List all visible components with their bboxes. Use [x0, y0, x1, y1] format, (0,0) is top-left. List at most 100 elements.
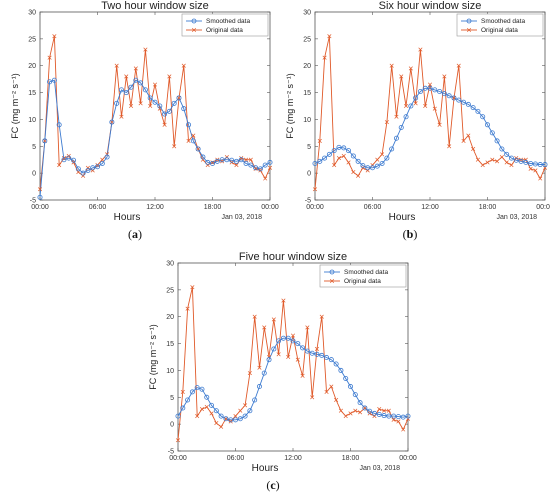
data-point-original [233, 414, 238, 419]
data-point-smoothed [253, 165, 259, 171]
data-point-smoothed [171, 100, 177, 106]
data-point-original [252, 314, 257, 319]
data-point-smoothed [209, 402, 215, 408]
data-point-smoothed [456, 97, 462, 103]
data-point-original [204, 404, 209, 410]
legend-label-smoothed: Smoothed data [481, 18, 525, 25]
data-point-smoothed [128, 84, 134, 90]
chart-title: Six hour window size [379, 0, 482, 12]
data-point-original [495, 159, 500, 164]
legend-marker-smoothed [329, 269, 335, 275]
y-tick-label: 15 [166, 341, 174, 348]
x-tick-label: 06:00 [364, 204, 382, 211]
data-point-smoothed [537, 162, 543, 168]
data-point-smoothed [405, 413, 411, 419]
chart-panel-b: Six hour window size -5 0 5 10 15 20 25 30 00:00 0… [285, 0, 550, 241]
data-point-smoothed [350, 153, 356, 159]
data-point-original [391, 417, 396, 422]
data-point-original [480, 163, 485, 168]
data-point-original [195, 414, 200, 419]
data-point-smoothed [333, 361, 339, 367]
data-point-original [263, 176, 268, 181]
data-point-smoothed [85, 167, 91, 173]
chart-title: Two hour window size [101, 0, 209, 12]
y-tick-label: 30 [303, 10, 311, 17]
y-axis-label: FC (mg m⁻² s⁻¹) [285, 73, 295, 139]
data-point-original [389, 63, 394, 68]
y-tick-label: 10 [303, 117, 311, 124]
data-point-original [408, 66, 413, 71]
data-point-original [341, 153, 346, 159]
x-tick-label: 00:00 [306, 204, 324, 211]
data-point-original [128, 103, 134, 109]
legend-box [456, 13, 544, 37]
data-point-smoothed [285, 335, 291, 341]
data-point-smoothed [214, 158, 220, 164]
data-point-smoothed [347, 384, 353, 390]
data-point-original [509, 163, 514, 168]
data-point-smoothed [237, 416, 243, 422]
data-point-smoothed [162, 111, 168, 117]
data-point-smoothed [532, 161, 538, 167]
data-point-original [286, 354, 291, 360]
data-point-smoothed [317, 158, 323, 164]
y-tick-label: 0 [32, 171, 36, 178]
data-point-original [186, 138, 191, 143]
data-point-smoothed [326, 151, 332, 157]
data-point-smoothed [352, 392, 358, 398]
data-point-original [176, 95, 182, 100]
data-point-original [332, 163, 337, 168]
data-point-original [100, 157, 105, 162]
data-point-original [190, 285, 195, 290]
data-point-original [215, 157, 220, 162]
data-point-smoothed [71, 157, 77, 163]
data-point-smoothed [403, 114, 409, 120]
y-axis-label: FC (mg m⁻² s⁻¹) [148, 324, 158, 390]
data-point-smoothed [157, 103, 163, 109]
data-point-smoothed [484, 122, 490, 128]
data-point-smoothed [219, 157, 225, 163]
data-point-smoothed [224, 157, 230, 163]
data-point-original [209, 411, 214, 416]
data-point-smoothed [280, 335, 286, 341]
data-point-smoothed [133, 77, 139, 83]
data-point-original [346, 160, 351, 165]
data-point-smoothed [499, 146, 505, 152]
data-point-smoothed [300, 345, 306, 351]
data-point-smoothed [186, 122, 192, 128]
data-point-smoothed [37, 194, 43, 200]
data-point-original [353, 408, 358, 413]
data-point-smoothed [267, 159, 273, 165]
data-point-original [238, 408, 243, 413]
data-point-smoothed [147, 95, 153, 101]
data-point-smoothed [357, 400, 363, 406]
data-point-smoothed [470, 105, 476, 111]
plot-area [177, 262, 409, 452]
data-point-smoothed [370, 165, 376, 171]
data-point-original [124, 74, 129, 79]
data-point-smoothed [61, 157, 67, 163]
data-point-smoothed [324, 355, 330, 361]
data-point-smoothed [523, 159, 529, 165]
data-point-original [185, 306, 190, 311]
y-tick-label: 5 [170, 395, 174, 402]
data-point-original [248, 157, 253, 162]
data-point-smoothed [243, 160, 249, 166]
data-point-smoothed [233, 417, 239, 423]
data-point-smoothed [247, 408, 253, 414]
y-tick-label: 5 [307, 144, 311, 151]
data-point-smoothed [408, 103, 414, 109]
data-point-original [243, 403, 248, 408]
data-point-smoothed [312, 160, 318, 166]
panel-caption: (b) [403, 227, 418, 241]
data-point-smoothed [480, 114, 486, 120]
data-point-original [403, 103, 409, 109]
data-point-original [312, 187, 318, 192]
data-point-original [228, 419, 233, 424]
data-point-smoothed [379, 160, 385, 166]
data-point-smoothed [432, 87, 438, 93]
data-point-smoothed [417, 88, 423, 94]
data-point-original [214, 421, 219, 426]
data-point-smoothed [422, 85, 428, 91]
data-point-smoothed [393, 135, 399, 141]
